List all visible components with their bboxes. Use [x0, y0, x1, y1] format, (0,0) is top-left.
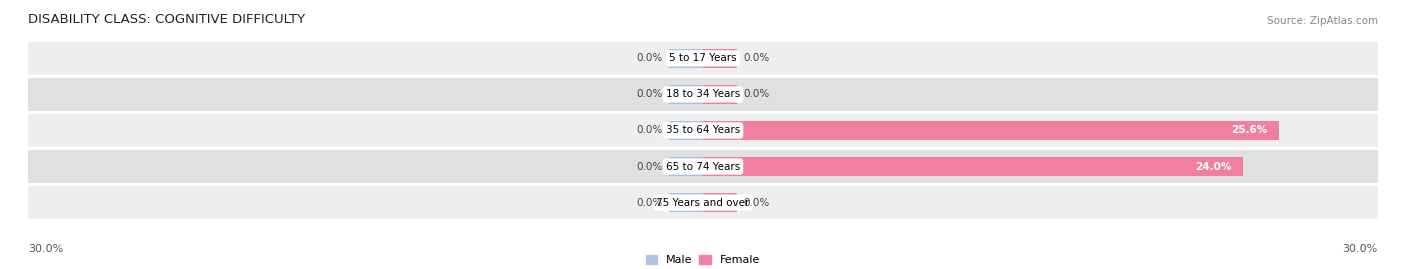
Text: 0.0%: 0.0%: [637, 89, 662, 100]
Bar: [669, 193, 703, 212]
Text: 25.6%: 25.6%: [1232, 125, 1268, 136]
Text: 0.0%: 0.0%: [637, 161, 662, 172]
Text: 0.0%: 0.0%: [637, 125, 662, 136]
Text: 0.0%: 0.0%: [744, 89, 769, 100]
Text: 5 to 17 Years: 5 to 17 Years: [669, 53, 737, 63]
Bar: [703, 85, 737, 104]
Bar: [669, 157, 703, 176]
Bar: [28, 114, 1378, 147]
Bar: [703, 49, 737, 68]
Text: 75 Years and over: 75 Years and over: [657, 197, 749, 208]
Text: DISABILITY CLASS: COGNITIVE DIFFICULTY: DISABILITY CLASS: COGNITIVE DIFFICULTY: [28, 13, 305, 26]
Text: 65 to 74 Years: 65 to 74 Years: [666, 161, 740, 172]
Legend: Male, Female: Male, Female: [647, 255, 759, 266]
Text: 18 to 34 Years: 18 to 34 Years: [666, 89, 740, 100]
Bar: [703, 193, 737, 212]
Text: 0.0%: 0.0%: [744, 53, 769, 63]
Bar: [28, 186, 1378, 219]
Text: 35 to 64 Years: 35 to 64 Years: [666, 125, 740, 136]
Text: 30.0%: 30.0%: [28, 244, 63, 254]
Text: 30.0%: 30.0%: [1343, 244, 1378, 254]
Bar: [703, 121, 1279, 140]
Bar: [669, 121, 703, 140]
Text: 24.0%: 24.0%: [1195, 161, 1232, 172]
Text: 0.0%: 0.0%: [637, 53, 662, 63]
Bar: [28, 42, 1378, 75]
Text: Source: ZipAtlas.com: Source: ZipAtlas.com: [1267, 16, 1378, 26]
Bar: [28, 150, 1378, 183]
Bar: [669, 49, 703, 68]
Text: 0.0%: 0.0%: [637, 197, 662, 208]
Bar: [703, 157, 1243, 176]
Bar: [669, 85, 703, 104]
Bar: [28, 78, 1378, 111]
Text: 0.0%: 0.0%: [744, 197, 769, 208]
